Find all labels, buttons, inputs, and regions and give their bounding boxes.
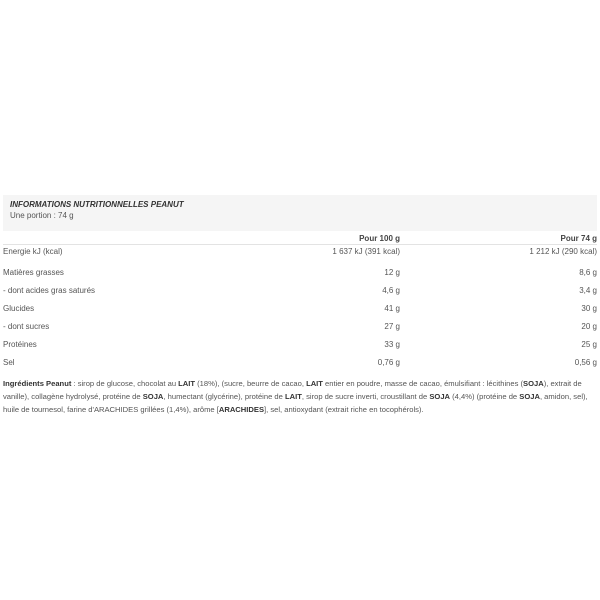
table-row: Energie kJ (kcal) 1 637 kJ (391 kcal) 1 21… (3, 245, 597, 264)
row-label: Glucides (3, 303, 35, 313)
ingredient-text: (4,4%) (protéine de (450, 392, 520, 401)
ingredient-bold: SOJA (519, 392, 540, 401)
col-per-portion: Pour 74 g (400, 232, 597, 245)
table-row: - dont sucres 27 g 20 g (3, 317, 597, 335)
value-per-portion: 25 g (581, 339, 597, 349)
ingredient-bold: ARACHIDES (218, 405, 265, 414)
value-per-100g: 27 g (384, 321, 400, 331)
ingredient-text: entier en poudre, masse de cacao, émulsi… (322, 379, 524, 388)
table-header-row: Pour 100 g Pour 74 g (3, 232, 597, 245)
table-row: - dont acides gras saturés 4,6 g 3,4 g (3, 281, 597, 299)
ingredient-bold: LAIT (306, 379, 323, 388)
value-per-100g: 12 g (384, 267, 400, 277)
ingredient-bold: SOJA (523, 379, 544, 388)
value-per-100g: 0,76 g (377, 357, 400, 367)
col-per-100g: Pour 100 g (280, 232, 400, 245)
value-per-100g: 41 g (384, 303, 400, 313)
ingredients-text: Ingrédients Peanut : sirop de glucose, c… (3, 377, 597, 416)
col-label (3, 232, 280, 245)
value-per-portion: 30 g (581, 303, 597, 313)
value-per-portion: 0,56 g (574, 357, 597, 367)
ingredient-text: : sirop de glucose, chocolat au (71, 379, 179, 388)
value-per-portion: 20 g (581, 321, 597, 331)
table-row: Glucides 41 g 30 g (3, 299, 597, 317)
ingredient-bold: LAIT (285, 392, 302, 401)
row-label: Matières grasses (3, 267, 64, 277)
ingredient-bold: Ingrédients Peanut (3, 379, 72, 388)
value-per-portion: 1 212 kJ (290 kcal) (529, 247, 597, 256)
value-per-100g: 1 637 kJ (391 kcal) (332, 247, 400, 256)
row-label: Protéines (3, 339, 37, 349)
ingredient-text: , amidon, sel), huile de tournesol, fari… (3, 392, 588, 414)
row-label: Energie kJ (kcal) (3, 247, 63, 256)
ingredient-text: (18%), (sucre, beurre de cacao, (195, 379, 307, 388)
table-row: Protéines 33 g 25 g (3, 335, 597, 353)
value-per-portion: 3,4 g (579, 285, 597, 295)
value-per-100g: 4,6 g (382, 285, 400, 295)
row-label: - dont acides gras saturés (3, 285, 96, 295)
nutrition-header: INFORMATIONS NUTRITIONNELLES PEANUT Une … (3, 195, 597, 231)
portion-size: Une portion : 74 g (10, 211, 74, 220)
row-label: Sel (3, 357, 15, 367)
nutrition-title: INFORMATIONS NUTRITIONNELLES PEANUT (10, 200, 184, 209)
value-per-portion: 8,6 g (579, 267, 597, 277)
table-row: Matières grasses 12 g 8,6 g (3, 263, 597, 281)
ingredient-text: ), extrait de vanille), collagène hydrol… (3, 379, 582, 401)
ingredient-text: , sirop de sucre inverti, croustillant d… (301, 392, 430, 401)
table-row: Sel 0,76 g 0,56 g (3, 353, 597, 371)
value-per-100g: 33 g (384, 339, 400, 349)
row-label: - dont sucres (3, 321, 50, 331)
ingredient-text: ], sel, antioxydant (extrait riche en to… (264, 405, 424, 414)
ingredient-bold: LAIT (178, 379, 196, 388)
ingredient-bold: SOJA (429, 392, 451, 401)
ingredient-text: , humectant (glycérine), protéine de (163, 392, 285, 401)
nutrition-table: Pour 100 g Pour 74 g Energie kJ (kcal) 1 … (3, 232, 597, 371)
ingredient-bold: SOJA (142, 392, 164, 401)
